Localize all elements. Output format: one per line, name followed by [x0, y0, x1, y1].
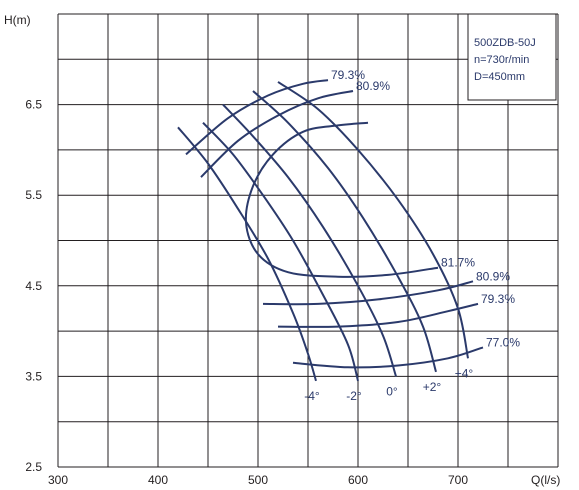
efficiency-curve	[185, 79, 329, 156]
efficiency-label: 81.7%	[441, 256, 475, 270]
x-tick-label: 400	[148, 473, 168, 487]
x-tick-label: 300	[48, 473, 68, 487]
y-tick-labels: 2.5 3.5 4.5 5.5 6.5	[25, 98, 42, 474]
blade-angle-label: -4°	[304, 389, 320, 403]
blade-angle-curve	[177, 126, 317, 382]
efficiency-curve	[262, 280, 474, 306]
y-tick-label: 5.5	[25, 188, 42, 202]
x-tick-label: 500	[248, 473, 268, 487]
curves	[177, 79, 484, 382]
y-tick-label: 2.5	[25, 460, 42, 474]
impeller-diameter: D=450mm	[474, 71, 525, 83]
curve-labels: -4° -2° 0° +2°+4°79.3%80.9%81.7%80.9%79.3%7…	[304, 68, 520, 403]
efficiency-curve	[244, 121, 439, 278]
y-tick-label: 3.5	[25, 369, 42, 383]
y-tick-label: 6.5	[25, 98, 42, 112]
blade-angle-label: +4°	[455, 366, 474, 380]
efficiency-label: 79.3%	[481, 292, 515, 306]
y-tick-label: 4.5	[25, 279, 42, 293]
efficiency-curve	[200, 90, 354, 178]
y-axis-label: H(m)	[4, 13, 31, 27]
efficiency-label: 80.9%	[356, 79, 390, 93]
x-tick-label: 700	[448, 473, 468, 487]
x-tick-labels: 300 400 500 600 700	[48, 473, 468, 487]
efficiency-label: 77.0%	[486, 335, 520, 349]
blade-angle-curve	[252, 90, 437, 373]
efficiency-curve	[277, 302, 479, 328]
info-box: 500ZDB-50J n=730r/min D=450mm	[467, 13, 557, 101]
blade-angle-label: 0°	[386, 384, 398, 398]
blade-angle-curve	[222, 103, 397, 377]
pump-speed: n=730r/min	[474, 54, 529, 66]
efficiency-curve	[292, 346, 484, 369]
blade-angle-curve	[277, 81, 469, 359]
efficiency-label: 79.3%	[331, 68, 365, 82]
x-tick-label: 600	[348, 473, 368, 487]
info-box-frame	[467, 13, 557, 101]
x-axis-label: Q(l/s)	[531, 473, 560, 487]
blade-angle-label: +2°	[423, 380, 442, 394]
blade-angle-curve	[202, 122, 359, 382]
blade-angle-label: -2°	[346, 389, 362, 403]
pump-model: 500ZDB-50J	[474, 37, 536, 49]
efficiency-label: 80.9%	[476, 269, 510, 283]
